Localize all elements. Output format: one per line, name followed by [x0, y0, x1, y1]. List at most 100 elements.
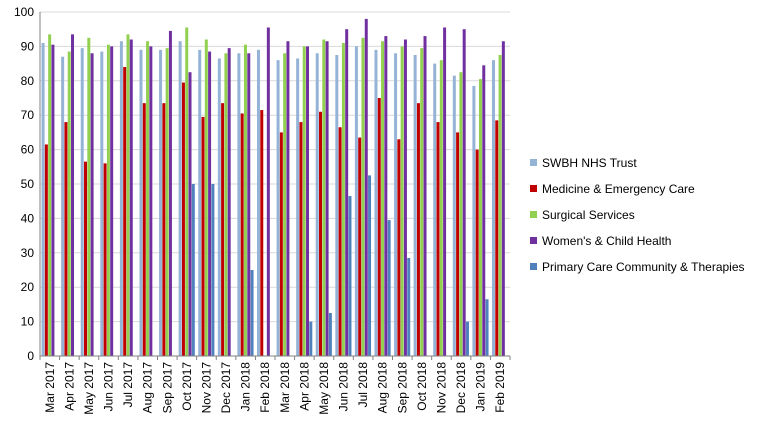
bar	[416, 103, 420, 356]
bar	[67, 51, 71, 357]
legend-swatch	[530, 263, 537, 270]
legend-label: Women's & Child Health	[542, 234, 671, 248]
bar	[325, 41, 329, 357]
bar	[462, 29, 466, 356]
bar	[443, 27, 447, 356]
bar	[240, 113, 244, 356]
y-tick-label: 90	[21, 39, 35, 53]
bar	[475, 149, 479, 356]
legend: SWBH NHS Trust Medicine & Emergency Care S…	[530, 156, 745, 274]
bar	[439, 60, 443, 356]
gridlines	[40, 11, 510, 357]
bar	[452, 75, 456, 356]
x-tick-label: Mar 2017	[43, 362, 57, 413]
bar	[217, 58, 221, 356]
bar	[495, 120, 499, 356]
legend-label: Surgical Services	[542, 208, 635, 222]
bar	[358, 137, 362, 356]
bar	[44, 144, 48, 356]
legend-swatch	[530, 159, 537, 166]
bar	[491, 60, 495, 356]
bar	[90, 53, 94, 356]
bar	[80, 48, 84, 357]
legend-label: Primary Care Community & Therapies	[542, 260, 745, 274]
bar	[87, 37, 91, 357]
bar	[211, 184, 215, 356]
x-tick-label: Apr 2017	[62, 362, 76, 411]
x-tick-label: Jul 2018	[356, 362, 370, 408]
bar	[423, 36, 427, 356]
y-tick-label: 30	[21, 246, 35, 260]
bar	[139, 49, 143, 357]
bar	[306, 46, 310, 357]
bar	[420, 48, 424, 357]
bar	[381, 41, 385, 357]
bar	[149, 46, 153, 357]
bar	[256, 49, 260, 357]
bar	[247, 53, 251, 356]
bar	[374, 49, 378, 357]
bar	[400, 46, 404, 357]
bar	[146, 41, 150, 357]
bar	[465, 321, 469, 356]
bar	[322, 39, 326, 357]
bar	[208, 51, 212, 357]
bar	[221, 103, 225, 356]
bar	[41, 42, 45, 357]
bar	[178, 41, 182, 357]
bar	[394, 53, 398, 356]
bar	[110, 46, 114, 357]
bar	[345, 29, 349, 356]
x-tick-label: May 2017	[82, 362, 96, 415]
bar	[302, 46, 306, 357]
x-tick-label: Dec 2017	[219, 362, 233, 414]
bar	[106, 44, 110, 357]
bar	[237, 53, 241, 356]
bar	[482, 65, 486, 356]
bar	[384, 36, 388, 356]
bar	[279, 132, 283, 356]
bar	[377, 98, 381, 356]
bar	[403, 39, 407, 357]
bar	[456, 132, 460, 356]
bar	[51, 44, 55, 357]
bar	[286, 41, 290, 357]
x-axis: Mar 2017 Apr 2017 May 2017 Jun 2017 Jul 2017…	[39, 356, 511, 415]
bar	[168, 30, 172, 356]
bar	[361, 37, 365, 357]
bar	[123, 67, 127, 356]
y-tick-label: 10	[21, 315, 35, 329]
bar	[243, 44, 247, 357]
x-tick-label: Feb 2019	[493, 362, 507, 413]
bar	[387, 220, 391, 356]
bar	[459, 72, 463, 356]
x-tick-label: Mar 2018	[278, 362, 292, 413]
bar	[204, 39, 208, 357]
legend-swatch	[530, 237, 537, 244]
x-tick-label: Jan 2018	[239, 362, 253, 412]
bar	[501, 41, 505, 357]
x-tick-label: Dec 2018	[454, 362, 468, 414]
bar	[433, 63, 437, 356]
bar	[119, 41, 123, 357]
x-tick-label: Aug 2018	[376, 362, 390, 414]
legend-label: Medicine & Emergency Care	[542, 182, 695, 196]
bar	[198, 49, 202, 357]
y-tick-label: 70	[21, 108, 35, 122]
bar	[48, 34, 52, 357]
x-tick-label: Jan 2019	[474, 362, 488, 412]
y-tick-label: 60	[21, 143, 35, 157]
bar	[250, 270, 254, 356]
bar	[260, 110, 264, 356]
x-tick-label: Oct 2017	[180, 362, 194, 411]
bar	[498, 55, 502, 356]
bar	[64, 122, 68, 356]
y-tick-label: 50	[21, 177, 35, 191]
bar	[188, 72, 192, 356]
legend-swatch	[530, 211, 537, 218]
bar	[162, 103, 166, 356]
bar	[165, 48, 169, 357]
bar	[485, 299, 489, 356]
bar	[100, 51, 104, 357]
